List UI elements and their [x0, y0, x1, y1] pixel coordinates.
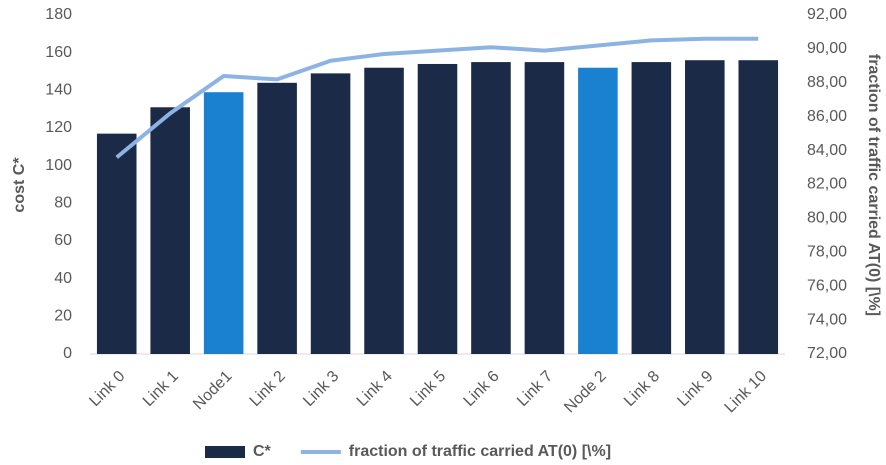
x-tick-label: Link 2 — [247, 368, 289, 410]
legend-swatch — [205, 446, 245, 458]
bar — [685, 60, 725, 354]
y-tick-label: 180 — [45, 6, 72, 23]
legend-label: C* — [253, 443, 272, 460]
y-tick-label: 60 — [54, 232, 72, 249]
y-tick-label: 0 — [63, 345, 72, 362]
y-tick-label: 40 — [54, 270, 72, 287]
x-tick-label: Link 10 — [722, 368, 771, 417]
x-tick-label: Link 8 — [621, 368, 663, 410]
bar — [417, 63, 458, 354]
x-tick-label: Node1 — [190, 368, 235, 413]
y2-tick-label: 80,00 — [807, 210, 847, 227]
y-tick-label: 160 — [45, 44, 72, 61]
y-axis-title: cost C* — [11, 157, 28, 213]
y2-tick-label: 82,00 — [807, 176, 847, 193]
x-tick-label: Link 9 — [674, 368, 716, 410]
x-tick-label: Link 4 — [354, 368, 396, 410]
y-tick-label: 140 — [45, 82, 72, 99]
x-tick-label: Link 1 — [140, 368, 182, 410]
y2-tick-label: 72,00 — [807, 345, 847, 362]
bar — [578, 67, 618, 354]
bar — [738, 60, 779, 354]
bar — [524, 62, 565, 354]
x-tick-label: Node 2 — [561, 368, 610, 417]
y2-tick-label: 76,00 — [807, 277, 847, 294]
bar — [96, 133, 137, 354]
line — [115, 36, 759, 159]
bar — [203, 92, 244, 354]
y-tick-label: 20 — [54, 308, 72, 325]
y2-tick-label: 92,00 — [807, 6, 847, 23]
y2-axis-title: fraction of traffic carried AT(0) [\%] — [865, 54, 882, 316]
x-tick-label: Link 0 — [86, 368, 128, 410]
x-tick-label: Link 3 — [300, 368, 342, 410]
y-tick-label: 100 — [45, 157, 72, 174]
y2-tick-label: 90,00 — [807, 40, 847, 57]
bar — [257, 82, 297, 355]
y2-tick-label: 88,00 — [807, 74, 847, 91]
bar — [310, 73, 351, 354]
y-tick-label: 80 — [54, 195, 72, 212]
x-tick-label: Link 5 — [407, 368, 449, 410]
bar — [364, 67, 404, 354]
bar — [150, 107, 190, 355]
y-tick-label: 120 — [45, 119, 72, 136]
bar — [631, 62, 672, 354]
y2-tick-label: 86,00 — [807, 108, 847, 125]
y2-tick-label: 74,00 — [807, 311, 847, 328]
y2-tick-label: 84,00 — [807, 142, 847, 159]
x-tick-label: Link 6 — [461, 368, 503, 410]
legend-label: fraction of traffic carried AT(0) [\%] — [349, 443, 611, 460]
y2-tick-label: 78,00 — [807, 244, 847, 261]
bar — [471, 62, 511, 354]
x-tick-label: Link 7 — [514, 368, 556, 410]
